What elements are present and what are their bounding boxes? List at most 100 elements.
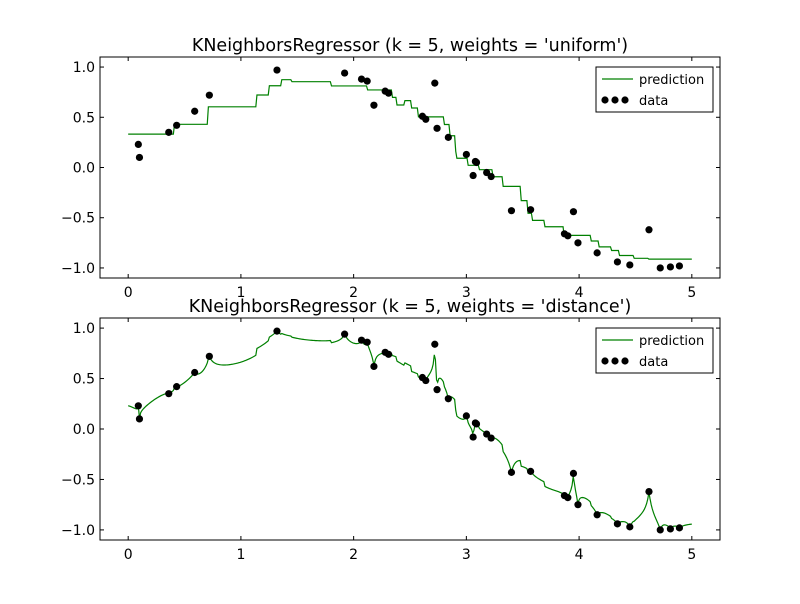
data-point bbox=[469, 171, 477, 180]
data-point bbox=[363, 338, 371, 346]
data-point bbox=[173, 383, 181, 391]
legend-box bbox=[595, 327, 714, 374]
data-point bbox=[433, 124, 441, 132]
data-point bbox=[462, 150, 470, 159]
legend-data-swatch bbox=[601, 357, 609, 365]
legend-data-swatch bbox=[611, 96, 619, 104]
x-tick-label: 1 bbox=[236, 547, 245, 563]
chart-title: KNeighborsRegressor (k = 5, weights = 'd… bbox=[189, 297, 632, 317]
data-point bbox=[431, 79, 439, 87]
data-point bbox=[593, 511, 601, 519]
data-point bbox=[134, 140, 142, 148]
legend-data-swatch bbox=[621, 96, 629, 104]
data-point bbox=[135, 415, 144, 423]
data-point bbox=[626, 523, 634, 531]
legend-data-swatch bbox=[611, 357, 619, 365]
data-point bbox=[507, 468, 516, 476]
data-point bbox=[357, 75, 366, 83]
data-point bbox=[370, 101, 378, 109]
data-point bbox=[645, 226, 653, 234]
y-tick-label: −0.5 bbox=[61, 211, 95, 227]
y-tick-label: 0.5 bbox=[73, 110, 95, 126]
legend-label-data: data bbox=[639, 355, 668, 370]
data-point bbox=[273, 327, 281, 335]
data-point bbox=[422, 376, 430, 385]
y-tick-label: 0.0 bbox=[73, 161, 95, 177]
data-point bbox=[527, 467, 535, 475]
y-tick-label: −1.0 bbox=[61, 261, 95, 277]
data-point bbox=[574, 239, 582, 247]
data-point bbox=[191, 368, 199, 377]
data-point bbox=[433, 386, 441, 394]
data-point bbox=[569, 469, 578, 477]
data-point bbox=[593, 249, 601, 257]
data-point bbox=[341, 69, 349, 77]
data-point bbox=[165, 390, 173, 398]
x-tick-label: 1 bbox=[236, 285, 245, 301]
x-tick-label: 3 bbox=[462, 285, 471, 301]
data-point bbox=[205, 352, 213, 360]
data-point bbox=[564, 494, 572, 502]
data-point bbox=[564, 232, 572, 240]
data-point bbox=[191, 107, 199, 115]
legend-label-prediction: prediction bbox=[639, 73, 704, 88]
legend-box bbox=[595, 66, 714, 113]
y-tick-label: 0.0 bbox=[73, 422, 95, 438]
data-point bbox=[273, 66, 281, 74]
data-point bbox=[462, 412, 470, 420]
data-point bbox=[675, 524, 684, 532]
data-point bbox=[487, 434, 495, 442]
data-point bbox=[574, 501, 582, 509]
legend-data-swatch bbox=[601, 96, 609, 104]
data-point bbox=[135, 153, 144, 162]
legend: prediction data bbox=[595, 66, 714, 113]
data-point bbox=[487, 172, 495, 181]
data-point bbox=[341, 330, 349, 338]
data-point bbox=[370, 362, 378, 371]
y-tick-label: 1.0 bbox=[73, 60, 95, 76]
data-point bbox=[173, 121, 181, 129]
prediction-line bbox=[128, 79, 692, 260]
legend-label-data: data bbox=[639, 94, 668, 109]
x-tick-label: 4 bbox=[575, 285, 584, 301]
data-point bbox=[444, 133, 452, 141]
data-point bbox=[656, 264, 664, 272]
data-point bbox=[431, 340, 439, 348]
data-point bbox=[472, 158, 481, 167]
subplot-uniform: 0 1 2 3 4 5 −1.0 −0.5 0.0 0.5 1.0 KNeighborsRegress… bbox=[61, 36, 721, 301]
data-point bbox=[675, 262, 684, 270]
y-tick-label: 0.5 bbox=[73, 372, 95, 388]
legend-label-prediction: prediction bbox=[639, 334, 704, 349]
legend: prediction data bbox=[595, 327, 714, 374]
x-tick-label: 0 bbox=[124, 285, 133, 301]
data-point bbox=[613, 520, 622, 528]
data-point bbox=[165, 128, 173, 136]
data-point bbox=[363, 77, 371, 85]
data-point bbox=[527, 206, 535, 214]
x-tick-label: 5 bbox=[687, 547, 696, 563]
data-point bbox=[472, 420, 481, 428]
x-tick-label: 2 bbox=[349, 285, 358, 301]
data-point bbox=[422, 115, 430, 123]
legend-data-swatch bbox=[621, 357, 629, 365]
x-tick-label: 3 bbox=[462, 547, 471, 563]
x-tick-label: 0 bbox=[124, 547, 133, 563]
data-point bbox=[666, 525, 675, 533]
data-point bbox=[205, 91, 213, 99]
data-point bbox=[626, 261, 634, 269]
subplot-distance: 0 1 2 3 4 5 −1.0 −0.5 0.0 0.5 1.0 KNeighborsRegress… bbox=[61, 297, 721, 563]
x-tick-label: 5 bbox=[687, 285, 696, 301]
data-point bbox=[357, 336, 366, 344]
x-tick-label: 4 bbox=[575, 547, 584, 563]
data-point bbox=[384, 350, 393, 358]
data-point bbox=[656, 526, 664, 534]
data-point bbox=[134, 402, 142, 410]
y-tick-label: −0.5 bbox=[61, 472, 95, 488]
data-point bbox=[645, 487, 653, 496]
data-point bbox=[444, 395, 452, 403]
chart-title: KNeighborsRegressor (k = 5, weights = 'u… bbox=[192, 36, 628, 56]
y-tick-label: −1.0 bbox=[61, 523, 95, 539]
data-point bbox=[384, 89, 393, 97]
data-point bbox=[507, 207, 516, 215]
